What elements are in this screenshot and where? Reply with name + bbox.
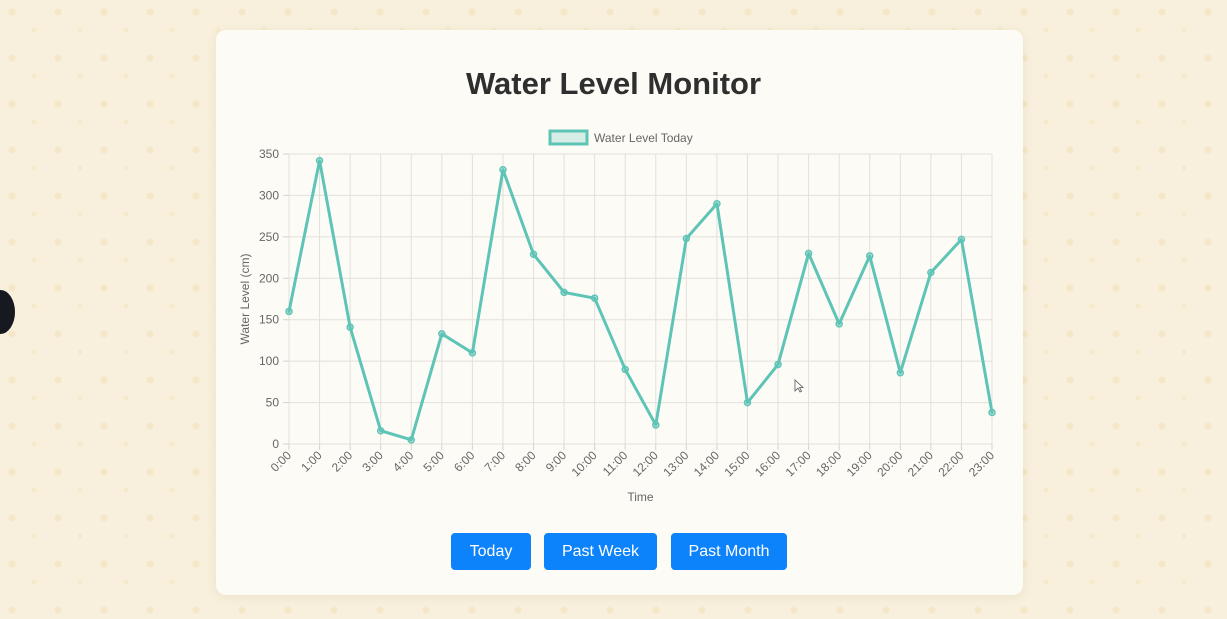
data-point <box>865 252 874 260</box>
today-button[interactable]: Today <box>451 533 531 570</box>
data-point <box>529 250 538 259</box>
x-tick-label: 0:00 <box>268 448 295 475</box>
data-point <box>652 421 660 429</box>
data-point <box>896 368 905 377</box>
x-tick-label: 12:00 <box>630 448 661 479</box>
y-tick-label: 150 <box>259 313 279 327</box>
x-tick-label: 15:00 <box>721 448 752 479</box>
floating-action-handle[interactable] <box>0 290 15 334</box>
data-point <box>682 234 691 243</box>
x-tick-label: 2:00 <box>329 448 356 475</box>
data-point <box>835 320 843 328</box>
x-tick-label: 17:00 <box>783 448 814 479</box>
data-point <box>468 349 477 357</box>
legend-swatch <box>548 129 589 146</box>
data-point <box>376 426 385 435</box>
data-point <box>621 365 629 374</box>
x-tick-label: 16:00 <box>752 448 783 479</box>
data-point <box>743 398 752 407</box>
x-tick-label: 4:00 <box>390 448 417 475</box>
x-tick-label: 19:00 <box>844 448 875 479</box>
legend-label: Water Level Today <box>594 131 693 145</box>
series-line <box>287 159 994 442</box>
x-tick-label: 22:00 <box>935 448 966 479</box>
data-point <box>804 249 813 258</box>
y-tick-label: 50 <box>266 396 280 410</box>
x-axis-title: Time <box>627 490 654 504</box>
x-tick-label: 9:00 <box>543 448 570 475</box>
data-point <box>927 268 935 277</box>
y-tick-label: 0 <box>272 437 279 451</box>
x-tick-label: 5:00 <box>421 448 448 475</box>
x-tick-label: 10:00 <box>569 448 600 479</box>
data-point <box>438 330 446 338</box>
x-tick-label: 8:00 <box>512 448 539 475</box>
data-point <box>774 360 782 369</box>
x-tick-label: 7:00 <box>482 448 509 475</box>
data-point <box>560 288 568 297</box>
x-tick-label: 6:00 <box>451 448 478 475</box>
page-title: Water Level Monitor <box>465 66 762 101</box>
x-tick-label: 13:00 <box>660 448 691 479</box>
x-tick-label: 11:00 <box>600 448 631 479</box>
data-point <box>988 408 996 417</box>
x-tick-label: 20:00 <box>874 448 905 479</box>
x-tick-label: 21:00 <box>905 448 936 479</box>
x-tick-label: 1:00 <box>298 448 325 475</box>
data-point <box>590 294 599 302</box>
data-point <box>713 199 721 208</box>
data-point <box>957 235 966 244</box>
x-tick-label: 14:00 <box>691 448 722 479</box>
y-tick-label: 200 <box>259 271 279 285</box>
data-point <box>407 436 416 444</box>
x-tick-label: 23:00 <box>966 448 997 479</box>
data-point <box>285 307 293 316</box>
past-month-button[interactable]: Past Month <box>671 533 787 570</box>
y-tick-label: 100 <box>259 354 279 368</box>
data-point <box>346 323 354 331</box>
x-tick-label: 18:00 <box>813 448 844 479</box>
y-tick-label: 300 <box>259 188 279 202</box>
data-point <box>499 165 507 174</box>
past-week-button[interactable]: Past Week <box>544 533 657 570</box>
data-point <box>315 156 324 165</box>
y-axis-title: Water Level (cm) <box>238 254 252 345</box>
x-tick-label: 3:00 <box>359 448 386 475</box>
mouse-cursor-icon <box>794 379 804 393</box>
y-tick-label: 250 <box>259 230 279 244</box>
y-tick-label: 350 <box>259 147 279 161</box>
